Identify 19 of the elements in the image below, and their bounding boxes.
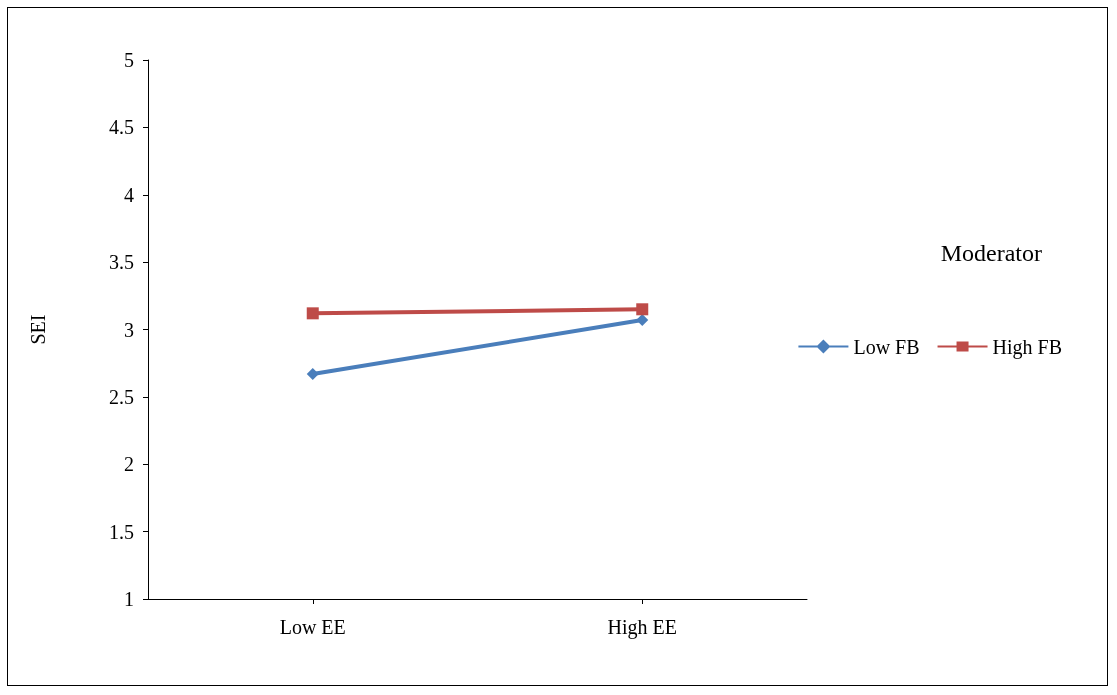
point bbox=[306, 367, 319, 380]
x-tick-label: High EE bbox=[607, 616, 677, 639]
y-tick-label: 3 bbox=[124, 318, 134, 341]
y-tick-label: 2 bbox=[124, 453, 134, 476]
y-tick-label: 1 bbox=[124, 588, 134, 610]
point bbox=[636, 303, 649, 316]
y-tick-label: 3.5 bbox=[109, 251, 134, 274]
y-tick-label: 4 bbox=[124, 183, 134, 206]
legend-title: Moderator bbox=[940, 240, 1043, 266]
x-tick-label: Low EE bbox=[279, 616, 346, 638]
legend-label: High FB bbox=[992, 335, 1063, 359]
y-tick-label: 5 bbox=[124, 49, 134, 71]
y-axis-title: SEI bbox=[27, 314, 49, 345]
y-tick-label: 1.5 bbox=[109, 520, 134, 543]
point bbox=[636, 314, 649, 327]
y-tick-label: 2.5 bbox=[109, 385, 134, 408]
legend-label: Low FB bbox=[853, 335, 920, 358]
point bbox=[306, 307, 319, 320]
y-tick-label: 4.5 bbox=[109, 116, 134, 139]
